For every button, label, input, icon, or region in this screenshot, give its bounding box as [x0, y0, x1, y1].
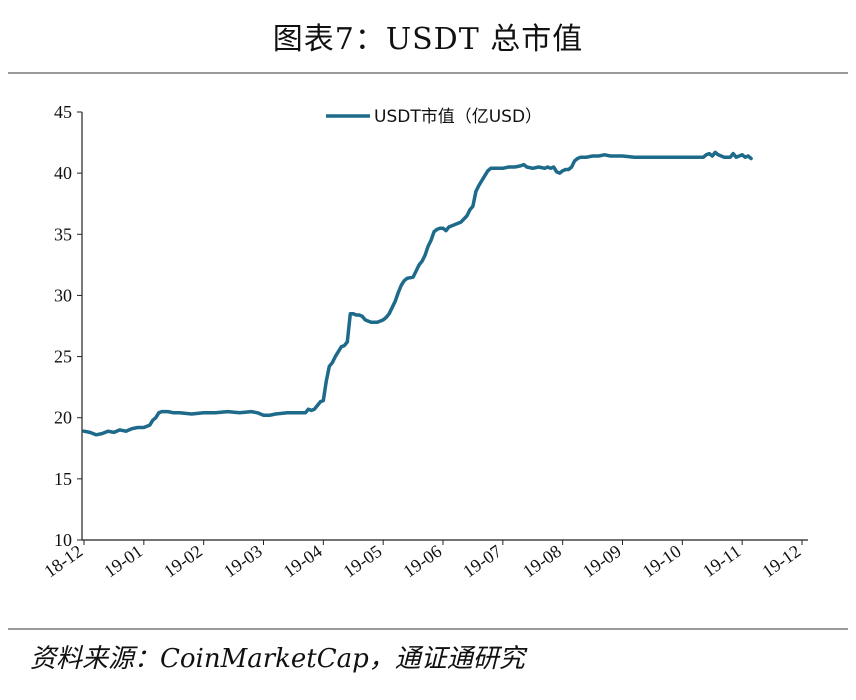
legend-label: USDT市值（亿USD）	[374, 107, 542, 127]
y-tick-label: 25	[54, 347, 72, 367]
x-tick-label: 19-11	[699, 541, 744, 581]
source-note: 资料来源：CoinMarketCap，通证通研究	[30, 644, 525, 674]
chart-axes	[81, 112, 808, 541]
series-line-usdt-market-cap	[82, 150, 753, 437]
x-tick-label: 19-03	[220, 541, 266, 581]
x-axis-ticks: 18-12 19-01 19-02 19-03 19-04 19-05 19-06 19-07…	[40, 540, 804, 581]
chart-title: 图表7：USDT 总市值	[272, 22, 584, 57]
y-tick-label: 20	[54, 408, 72, 428]
x-tick-label: 19-10	[639, 541, 685, 581]
chart-legend: USDT市值（亿USD）	[326, 107, 542, 127]
x-tick-label: 19-09	[579, 541, 625, 581]
x-tick-label: 19-12	[758, 541, 804, 581]
x-tick-label: 19-01	[100, 541, 146, 581]
x-tick-label: 19-02	[160, 541, 206, 581]
x-tick-label: 19-08	[519, 541, 565, 581]
y-tick-label: 45	[54, 102, 72, 122]
x-tick-label: 19-04	[280, 541, 326, 581]
y-axis-ticks: 10 15 20 25 30 35 40 45	[54, 102, 82, 550]
y-tick-label: 10	[54, 530, 72, 550]
x-tick-label: 19-07	[459, 541, 505, 581]
series-layer	[82, 150, 753, 437]
top-rule	[8, 72, 848, 74]
y-tick-label: 40	[54, 163, 72, 183]
y-tick-label: 30	[54, 285, 72, 305]
y-tick-label: 15	[54, 469, 72, 489]
x-tick-label: 19-06	[399, 541, 445, 581]
x-tick-label: 19-05	[340, 541, 386, 581]
y-tick-label: 35	[54, 224, 72, 244]
bottom-rule	[8, 628, 848, 630]
